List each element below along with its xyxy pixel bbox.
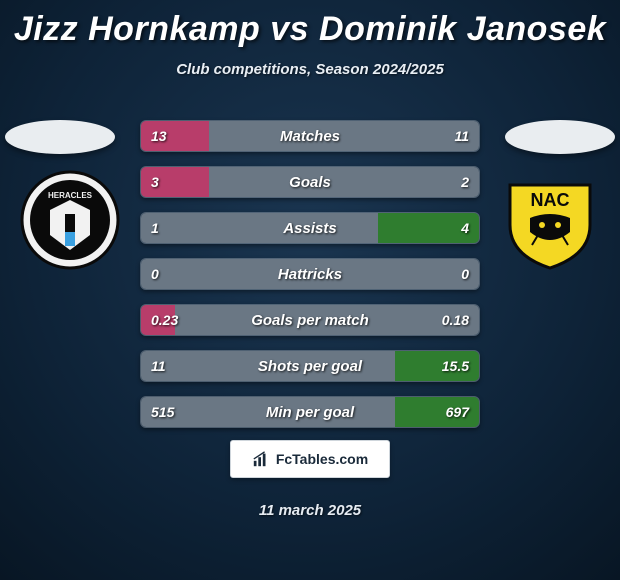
- stat-row: 00Hattricks: [140, 258, 480, 290]
- brand-text: FcTables.com: [276, 451, 368, 467]
- stat-label: Min per goal: [141, 397, 479, 427]
- subtitle: Club competitions, Season 2024/2025: [0, 61, 620, 78]
- stat-label: Assists: [141, 213, 479, 243]
- date-label: 11 march 2025: [0, 502, 620, 519]
- stat-row: 515697Min per goal: [140, 396, 480, 428]
- stat-row: 0.230.18Goals per match: [140, 304, 480, 336]
- stat-label: Hattricks: [141, 259, 479, 289]
- page-title: Jizz Hornkamp vs Dominik Janosek: [0, 0, 620, 49]
- svg-text:HERACLES: HERACLES: [48, 191, 93, 200]
- vs-label: vs: [270, 10, 309, 48]
- stat-row: 32Goals: [140, 166, 480, 198]
- stat-label: Matches: [141, 121, 479, 151]
- stat-label: Goals: [141, 167, 479, 197]
- stat-row: 1115.5Shots per goal: [140, 350, 480, 382]
- ellipse-left: [5, 120, 115, 154]
- stat-row: 14Assists: [140, 212, 480, 244]
- team-badge-left: HERACLES: [20, 170, 120, 270]
- nac-badge-icon: NAC: [500, 170, 600, 270]
- chart-icon: [252, 450, 270, 468]
- ellipse-right: [505, 120, 615, 154]
- heracles-badge-icon: HERACLES: [20, 170, 120, 270]
- team-badge-right: NAC: [500, 170, 600, 270]
- stat-label: Goals per match: [141, 305, 479, 335]
- comparison-bars: 1311Matches 32Goals 14Assists 00Hattricks 0.…: [140, 120, 480, 442]
- player1-name: Jizz Hornkamp: [14, 10, 260, 48]
- content: Jizz Hornkamp vs Dominik Janosek Club co…: [0, 0, 620, 580]
- svg-text:NAC: NAC: [531, 190, 570, 210]
- player2-name: Dominik Janosek: [319, 10, 606, 48]
- stat-label: Shots per goal: [141, 351, 479, 381]
- stat-row: 1311Matches: [140, 120, 480, 152]
- brand-logo: FcTables.com: [230, 440, 390, 478]
